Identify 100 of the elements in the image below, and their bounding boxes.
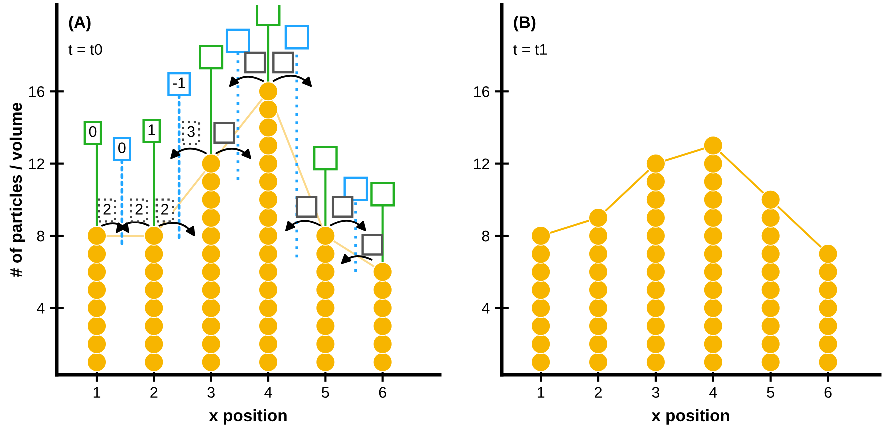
point (87, 226, 107, 246)
point (372, 262, 393, 282)
point (531, 316, 551, 336)
point (258, 334, 278, 354)
x-tick-label: 3 (652, 387, 660, 398)
point (258, 100, 278, 120)
point (258, 352, 278, 372)
point (87, 244, 107, 264)
point (144, 316, 164, 336)
point (704, 172, 724, 192)
point (704, 262, 724, 282)
point (87, 262, 107, 282)
point (704, 280, 724, 300)
point (646, 316, 666, 336)
y-tick-label: 4 (482, 303, 490, 314)
point (258, 262, 278, 282)
point (316, 334, 336, 354)
y-tick-label: 12 (29, 158, 44, 170)
point (646, 172, 666, 192)
point (646, 190, 666, 210)
point (144, 352, 164, 372)
point (704, 334, 724, 354)
point (201, 244, 222, 264)
point (646, 208, 666, 228)
point (144, 244, 164, 264)
point (258, 280, 278, 300)
point (588, 226, 608, 246)
point (258, 118, 278, 138)
annotation: t = t1 (514, 44, 547, 56)
point (258, 154, 278, 174)
point (818, 316, 838, 336)
point (531, 334, 551, 354)
point (646, 226, 666, 246)
x-tick-label: 6 (824, 387, 832, 398)
point (316, 316, 336, 336)
point (646, 352, 666, 372)
point (531, 226, 551, 246)
point (87, 316, 107, 336)
annotation: 2 (104, 204, 111, 215)
y-tick-label: 4 (37, 303, 45, 314)
y-tick-label: 16 (29, 86, 45, 98)
point (588, 334, 608, 354)
point (372, 280, 393, 300)
point (372, 298, 393, 318)
x-tick-label: 2 (150, 387, 158, 398)
point (704, 298, 724, 318)
point (316, 262, 336, 282)
x-tick-label: 6 (379, 387, 386, 398)
point (201, 208, 222, 228)
point (646, 154, 666, 174)
point (258, 298, 278, 318)
point (87, 298, 107, 318)
point (316, 226, 336, 246)
point (588, 262, 608, 282)
point (588, 316, 608, 336)
point (760, 280, 781, 300)
point (704, 244, 724, 264)
x-tick-label: 1 (538, 387, 545, 398)
point (144, 334, 164, 354)
point (258, 172, 278, 192)
point (818, 298, 838, 318)
point (531, 352, 551, 372)
point (704, 190, 724, 210)
annotation: -1 (173, 78, 186, 88)
point (87, 334, 107, 354)
point (760, 334, 781, 354)
point (201, 352, 222, 372)
point (372, 352, 393, 372)
x-tick-label: 1 (94, 387, 101, 398)
point (87, 280, 107, 300)
annotation: 0 (89, 126, 97, 138)
point (704, 316, 724, 336)
point (588, 352, 608, 372)
point (372, 316, 393, 336)
point (760, 262, 781, 282)
point (818, 280, 838, 300)
point (531, 262, 551, 282)
point (144, 298, 164, 318)
point (316, 280, 336, 300)
point (704, 208, 724, 228)
point (144, 280, 164, 300)
point (258, 244, 278, 264)
annotation: 2 (162, 204, 169, 215)
point (646, 280, 666, 300)
point (531, 298, 551, 318)
x-tick-label: 5 (767, 387, 774, 398)
point (87, 352, 107, 372)
point (201, 298, 222, 318)
point (760, 316, 781, 336)
x-axis-title: x position (652, 409, 730, 425)
point (704, 136, 724, 156)
point (646, 262, 666, 282)
point (201, 172, 222, 192)
point (316, 298, 336, 318)
x-tick-label: 2 (595, 387, 602, 398)
x-tick-label: 5 (322, 387, 330, 398)
point (144, 226, 164, 246)
point (588, 298, 608, 318)
point (760, 208, 781, 228)
y-axis-title: # of particles / volume (10, 103, 26, 278)
